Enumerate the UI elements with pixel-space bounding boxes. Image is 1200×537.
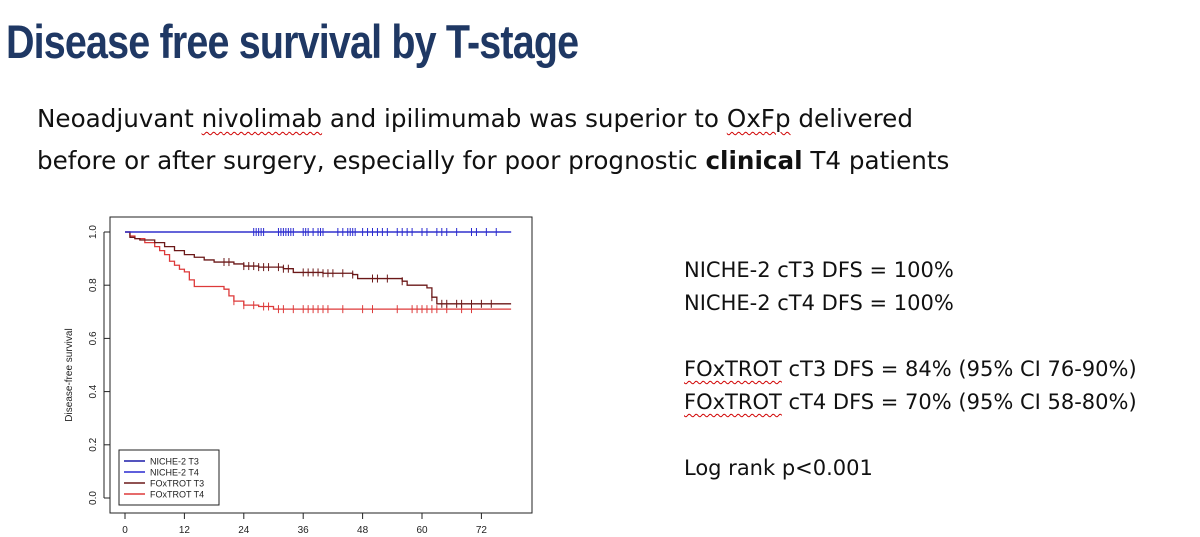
stat-niche-t3: NICHE-2 cT3 DFS = 100% bbox=[684, 258, 954, 282]
x-tick-label: 36 bbox=[298, 525, 310, 536]
legend-label: NICHE-2 T4 bbox=[150, 468, 199, 478]
x-tick-label: 12 bbox=[179, 525, 191, 536]
drug-name-nivolimab: nivolimab bbox=[201, 104, 323, 133]
legend-label: NICHE-2 T3 bbox=[150, 457, 199, 467]
y-tick-label: 0.6 bbox=[88, 331, 99, 345]
stats-panel: NICHE-2 cT3 DFS = 100% NICHE-2 cT4 DFS =… bbox=[684, 254, 1137, 485]
stat-foxtrot-t4: FOxTROT cT4 DFS = 70% (95% CI 58-80%) bbox=[684, 386, 1137, 419]
y-tick-label: 0.0 bbox=[88, 491, 99, 505]
y-tick-label: 0.2 bbox=[88, 437, 99, 451]
stat-niche-t4: NICHE-2 cT4 DFS = 100% bbox=[684, 291, 954, 315]
subtitle-text: before or after surgery, especially for … bbox=[37, 146, 706, 175]
subtitle-text: delivered bbox=[790, 104, 913, 133]
legend-label: FOxTROT T3 bbox=[150, 479, 204, 489]
foxtrot-t4-value: cT4 DFS = 70% (95% CI 58-80%) bbox=[781, 390, 1137, 414]
subtitle-line-1: Neoadjuvant nivolimab and ipilimumab was… bbox=[37, 98, 949, 140]
slide-title: Disease free survival by T-stage bbox=[6, 15, 579, 68]
y-axis-label: Disease-free survival bbox=[64, 328, 75, 421]
y-tick-label: 1.0 bbox=[88, 225, 99, 239]
foxtrot-name: FOxTROT bbox=[684, 357, 782, 381]
subtitle-line-2: before or after surgery, especially for … bbox=[37, 140, 949, 182]
stats-spacer bbox=[684, 419, 1137, 452]
subtitle-bold-clinical: clinical bbox=[705, 146, 803, 175]
y-tick-label: 0.4 bbox=[88, 384, 99, 398]
stat-logrank: Log rank p<0.001 bbox=[684, 456, 873, 480]
stats-spacer bbox=[684, 320, 1137, 353]
legend-label: FOxTROT T4 bbox=[150, 490, 204, 500]
y-tick-label: 0.8 bbox=[88, 278, 99, 292]
x-tick-label: 48 bbox=[357, 525, 369, 536]
foxtrot-name: FOxTROT bbox=[684, 390, 782, 414]
subtitle-text: T4 patients bbox=[802, 146, 950, 175]
series-line-foxtrot-t3 bbox=[125, 231, 512, 305]
x-tick-label: 60 bbox=[416, 525, 428, 536]
slide-subtitle: Neoadjuvant nivolimab and ipilimumab was… bbox=[37, 98, 949, 182]
series-line-foxtrot-t4 bbox=[125, 231, 512, 310]
foxtrot-t3-value: cT3 DFS = 84% (95% CI 76-90%) bbox=[781, 357, 1137, 381]
stat-foxtrot-t3: FOxTROT cT3 DFS = 84% (95% CI 76-90%) bbox=[684, 353, 1137, 386]
legend-box bbox=[118, 449, 220, 506]
subtitle-text: and ipilimumab was superior to bbox=[322, 104, 727, 133]
regimen-oxfp: OxFp bbox=[726, 104, 791, 133]
x-tick-label: 72 bbox=[476, 525, 488, 536]
x-tick-label: 0 bbox=[122, 525, 128, 536]
km-survival-chart: 0 12 24 36 48 60 72 0.0 0.2 0.4 0.6 0.8 1.0 Disease-f… bbox=[64, 216, 533, 536]
subtitle-text: Neoadjuvant bbox=[37, 104, 202, 133]
x-tick-label: 24 bbox=[238, 525, 250, 536]
